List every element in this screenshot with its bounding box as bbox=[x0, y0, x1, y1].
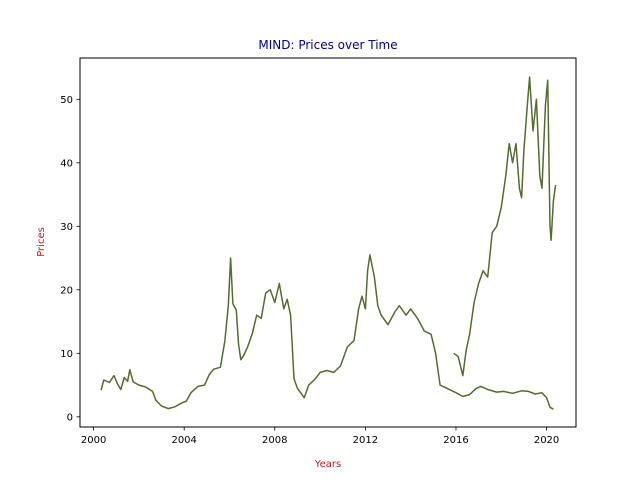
series-line-2 bbox=[453, 76, 557, 377]
x-axis-label: Years bbox=[314, 459, 341, 470]
y-tick-label: 50 bbox=[60, 95, 73, 106]
y-axis-label: Prices bbox=[36, 227, 47, 257]
y-tick-label: 0 bbox=[67, 412, 73, 423]
x-tick-label: 2008 bbox=[262, 435, 287, 446]
x-tick-label: 2000 bbox=[81, 435, 106, 446]
plot-frame bbox=[79, 57, 577, 428]
chart-title: MIND: Prices over Time bbox=[258, 38, 397, 52]
x-axis: 2000 2004 2008 2012 2016 2020 bbox=[81, 427, 559, 446]
y-tick-label: 40 bbox=[60, 158, 73, 169]
y-tick-label: 30 bbox=[60, 222, 73, 233]
x-tick-label: 2004 bbox=[171, 435, 196, 446]
y-tick-label: 10 bbox=[60, 349, 73, 360]
y-axis: 0 10 20 30 40 50 bbox=[60, 95, 80, 423]
x-tick-label: 2012 bbox=[353, 435, 378, 446]
series-layer bbox=[100, 76, 557, 410]
series-line-1 bbox=[100, 254, 554, 410]
x-tick-label: 2016 bbox=[443, 435, 468, 446]
x-tick-label: 2020 bbox=[534, 435, 559, 446]
y-tick-label: 20 bbox=[60, 285, 73, 296]
